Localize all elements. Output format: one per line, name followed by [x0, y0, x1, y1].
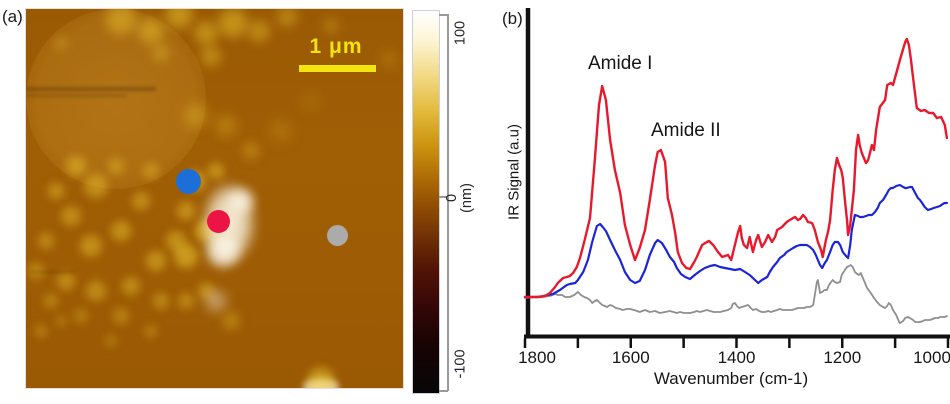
afm-feature-blob [204, 289, 228, 313]
afm-feature-blob [269, 119, 293, 143]
afm-feature-blob [241, 141, 261, 161]
afm-scan-streak [26, 87, 156, 91]
afm-feature-blob [221, 311, 241, 331]
annotation-amide-1: Amide I [588, 53, 653, 74]
afm-feature-blob [64, 154, 88, 178]
afm-feature-blob [227, 187, 255, 215]
afm-feature-blob [301, 91, 321, 111]
afm-feature-blob [182, 102, 210, 130]
afm-feature-blob [103, 333, 119, 349]
afm-feature-blob [144, 249, 168, 273]
afm-scan-streak [31, 271, 76, 273]
afm-cell-outline [26, 9, 206, 189]
afm-feature-blob [82, 172, 110, 200]
colorbar-tick-mid [439, 196, 448, 198]
afm-feature-blob [53, 35, 69, 51]
panel-b-label: (b) [502, 9, 523, 28]
afm-feature-blob [130, 190, 152, 212]
afm-feature-blob [141, 161, 161, 181]
afm-feature-blob [151, 43, 171, 63]
afm-feature-blob [136, 16, 166, 46]
afm-feature-blob [55, 270, 77, 292]
afm-feature-blob [84, 279, 108, 303]
y-axis-label: IR Signal (a.u) [505, 124, 523, 220]
x-axis-label: Wavenumber (cm-1) [653, 369, 809, 388]
afm-feature-blob [172, 242, 200, 270]
afm-feature-blob [305, 365, 337, 388]
x-axis-tick-label: 1800 [518, 348, 556, 367]
afm-image: 1 μm [25, 8, 404, 389]
afm-feature-blob [214, 114, 238, 138]
afm-feature-blob [192, 19, 220, 47]
spectrum-line-blue [523, 183, 949, 299]
afm-feature-blob [322, 17, 340, 35]
red-point-marker [207, 210, 230, 233]
afm-feature-blob [205, 233, 241, 269]
afm-feature-blob [216, 9, 250, 40]
afm-feature-blob [36, 231, 56, 251]
afm-feature-blob [176, 291, 196, 311]
spectrum-line-gray [524, 264, 948, 324]
x-axis-tick-label: 1200 [823, 348, 861, 367]
afm-feature-blob [103, 9, 139, 37]
colorbar-tick-top [439, 14, 448, 16]
blue-point-marker [176, 169, 201, 194]
x-axis-tick-label: 1400 [718, 348, 756, 367]
scale-bar [299, 65, 376, 72]
afm-feature-blob [26, 261, 46, 281]
afm-feature-blob [199, 44, 223, 68]
annotation-amide-2: Amide II [651, 120, 721, 141]
x-axis-tick-label: 1600 [612, 348, 650, 367]
height-colorbar [412, 10, 440, 394]
afm-feature-blob [163, 9, 195, 31]
afm-feature-blob [106, 156, 126, 176]
afm-feature-blob [59, 204, 83, 228]
afm-feature-blob [143, 323, 159, 339]
afm-feature-blob [42, 292, 60, 310]
afm-feature-blob [175, 200, 197, 222]
afm-feature-blob [111, 306, 131, 326]
afm-feature-blob [120, 275, 142, 297]
afm-feature-blob [246, 18, 272, 44]
scale-bar-label: 1 μm [309, 35, 363, 58]
afm-feature-blob [78, 233, 104, 259]
afm-feature-blob [151, 291, 171, 311]
afm-scan-streak [26, 94, 126, 97]
afm-feature-blob [379, 49, 399, 69]
afm-feature-blob [275, 9, 299, 29]
x-axis-tick-label: 1000 [913, 348, 950, 367]
gray-point-marker [327, 225, 348, 246]
spectrum-line-red [523, 37, 949, 299]
afm-feature-blob [54, 314, 68, 328]
afm-feature-blob [33, 323, 49, 339]
colorbar-tick-bottom [439, 390, 448, 392]
panel-a-label: (a) [2, 7, 23, 26]
afm-feature-blob [109, 219, 133, 243]
colorbar-axis-line [447, 14, 449, 391]
afm-feature-blob [206, 161, 226, 181]
afm-feature-blob [46, 181, 66, 201]
afm-feature-blob [72, 307, 90, 325]
